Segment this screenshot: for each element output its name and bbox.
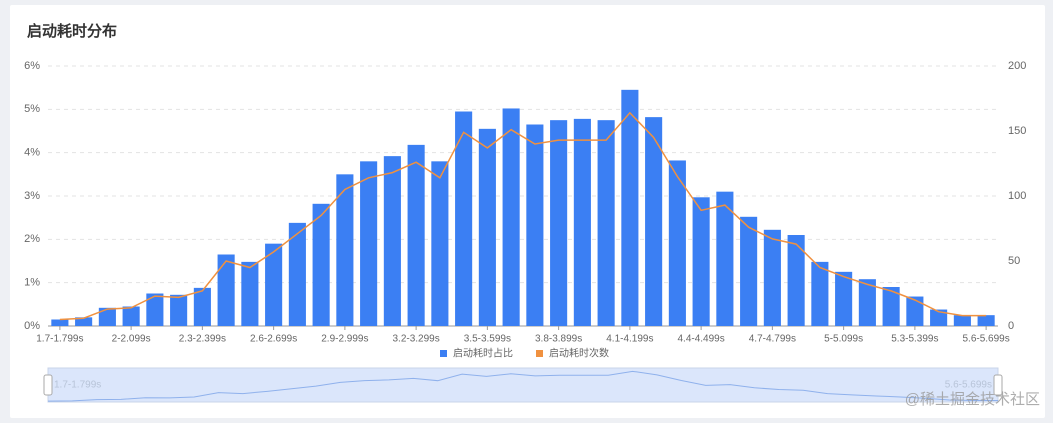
x-tick-label: 2.3-2.399s — [179, 334, 226, 345]
y2-tick-label: 150 — [1008, 125, 1026, 137]
zoom-track — [47, 367, 999, 403]
x-tick-label: 3.2-3.299s — [392, 334, 439, 345]
bar — [526, 124, 544, 326]
x-tick-label: 2.6-2.699s — [250, 334, 297, 345]
x-tick-label: 5.3-5.399s — [891, 334, 938, 345]
line — [59, 111, 987, 321]
x-tick-label: 3.5-3.599s — [464, 334, 511, 345]
bar — [692, 197, 710, 326]
bar — [882, 287, 900, 326]
watermark: @稀土掘金技术社区 — [905, 391, 1040, 408]
bar — [431, 161, 449, 326]
zoom-handle[interactable] — [993, 374, 1003, 396]
bar — [645, 117, 663, 326]
bar — [716, 191, 734, 326]
bar — [621, 89, 639, 326]
bar — [550, 120, 568, 327]
bar — [502, 108, 520, 326]
bar — [740, 216, 758, 326]
legend-label[interactable]: 启动耗时占比 — [453, 347, 513, 360]
x-tick-label: 1.7-1.799s — [36, 334, 83, 345]
x-tick-label: 2.9-2.999s — [321, 334, 368, 345]
legend-swatch — [536, 350, 543, 357]
zoom-start-label: 1.7-1.799s — [54, 380, 101, 391]
bar — [668, 160, 686, 326]
bar — [787, 235, 805, 326]
x-tick-label: 4.4-4.499s — [677, 334, 724, 345]
x-tick-label: 4.1-4.199s — [606, 334, 653, 345]
bar — [455, 111, 473, 326]
bar — [288, 222, 306, 326]
y-tick-label: 1% — [24, 277, 40, 289]
bar — [217, 254, 235, 326]
bar — [383, 156, 401, 326]
x-tick-label: 5.6-5.699s — [962, 334, 1009, 345]
y-tick-label: 4% — [24, 147, 40, 159]
bar — [265, 243, 283, 326]
y-tick-label: 2% — [24, 233, 40, 245]
bar — [953, 315, 971, 326]
bar — [763, 229, 781, 326]
bar — [360, 161, 378, 326]
bar — [170, 294, 188, 326]
bar — [312, 203, 330, 326]
y2-tick-label: 100 — [1008, 190, 1026, 202]
bar — [573, 118, 591, 326]
bar — [407, 144, 425, 326]
bar — [193, 287, 211, 326]
bar — [51, 319, 69, 326]
bar — [906, 296, 924, 326]
legend-label[interactable]: 启动耗时次数 — [549, 347, 609, 360]
bar — [478, 128, 496, 326]
bar — [858, 279, 876, 326]
zoom-preview — [47, 370, 998, 402]
x-tick-label: 4.7-4.799s — [749, 334, 796, 345]
bar — [930, 309, 948, 326]
y2-tick-label: 50 — [1008, 255, 1020, 267]
y-tick-label: 3% — [24, 190, 40, 202]
y-tick-label: 0% — [24, 320, 40, 332]
bar — [98, 307, 116, 326]
y-tick-label: 5% — [24, 103, 40, 115]
zoom-handle[interactable] — [43, 374, 53, 396]
bar — [811, 261, 829, 326]
bar — [146, 293, 164, 326]
bar — [977, 315, 995, 326]
bar — [336, 174, 354, 326]
x-tick-label: 3.8-3.899s — [535, 334, 582, 345]
bar — [122, 306, 140, 326]
y2-tick-label: 0 — [1008, 320, 1014, 332]
x-tick-label: 2-2.099s — [112, 334, 151, 345]
chart-title: 启动耗时分布 — [27, 22, 117, 40]
zoom-end-label: 5.6-5.699s — [945, 380, 992, 391]
bar — [75, 317, 93, 326]
legend-swatch — [440, 350, 447, 357]
bar — [835, 271, 853, 326]
x-tick-label: 5-5.099s — [824, 334, 863, 345]
bar — [597, 120, 615, 327]
y-tick-label: 6% — [24, 60, 40, 72]
y2-tick-label: 200 — [1008, 60, 1026, 72]
bar — [241, 261, 259, 326]
